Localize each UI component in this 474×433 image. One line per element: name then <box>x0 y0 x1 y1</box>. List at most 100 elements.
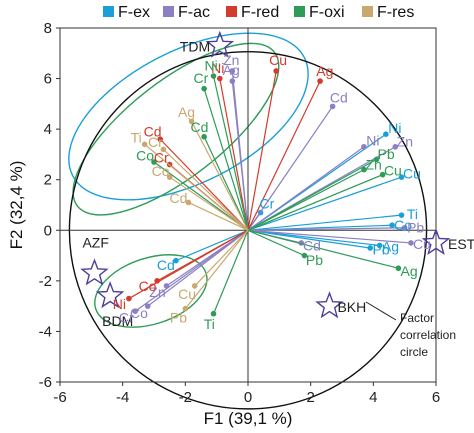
point-label-f-res-cu: Cu <box>178 286 196 302</box>
vector-f-ex-pb <box>247 229 371 249</box>
point-f-ac-ni <box>361 144 367 150</box>
vector-f-red-ni <box>219 78 249 231</box>
site-star-tdm <box>205 30 235 58</box>
point-f-oxi-zn <box>361 166 367 173</box>
point-label-f-res-ti: Ti <box>131 129 142 145</box>
point-f-oxi-cr <box>201 85 207 92</box>
point-label-f-ac-zn: Zn <box>223 52 239 68</box>
point-f-oxi-pb <box>301 252 308 259</box>
point-label-f-ac-cr: Cr <box>119 310 134 326</box>
point-label-f-red-ni: Ni <box>113 296 126 312</box>
vector-f-red-ag <box>247 80 321 231</box>
point-f-ac-zn <box>229 68 236 74</box>
vector-f-oxi-cu <box>247 174 383 231</box>
vector-f-ac-pb <box>247 227 405 231</box>
point-label-f-oxi-cd: Cd <box>191 119 209 135</box>
point-label-f-oxi-zn: Zn <box>366 156 382 172</box>
vector-f-res-cd <box>188 201 249 231</box>
vector-f-oxi-cd <box>203 136 249 231</box>
legend-swatch-f-ac <box>163 6 174 17</box>
point-f-oxi-cu <box>379 171 386 178</box>
site-label-est: EST <box>448 236 474 252</box>
legend-label-f-ex: F-ex <box>118 4 150 21</box>
point-f-res-cd <box>185 199 192 206</box>
point-label-f-res-cr: Cr <box>148 134 163 150</box>
point-label-f-ac-cu: Cu <box>413 236 431 252</box>
vector-f-ac-cd <box>247 106 334 231</box>
point-f-res-ag <box>188 118 195 125</box>
cluster-ellipse-green-top <box>72 42 280 216</box>
point-f-red-cd <box>157 136 164 143</box>
point-label-f-ex-pb: Pb <box>373 242 390 258</box>
point-label-f-ex-ni: Ni <box>388 120 401 136</box>
y-tick-label: -6 <box>39 374 52 391</box>
vector-f-res-ti <box>144 143 249 231</box>
point-f-oxi-co <box>151 159 157 165</box>
point-f-ac-pb <box>401 224 408 231</box>
point-f-oxi-ti <box>210 310 217 317</box>
point-f-ac-cd <box>329 103 336 110</box>
point-label-f-ac-cd: Cd <box>330 89 348 105</box>
point-f-ex-cu <box>398 174 405 180</box>
site-label-tdm: TDM <box>180 39 210 55</box>
point-label-f-red-cu: Cu <box>269 52 287 68</box>
point-label-f-oxi-pb: Pb <box>306 252 323 268</box>
point-f-ac-cr <box>132 308 138 315</box>
point-f-red-ni <box>126 295 132 302</box>
y-tick-label: 4 <box>44 121 52 138</box>
vector-f-res-pb <box>184 229 249 310</box>
legend-label-f-ac: F-ac <box>178 4 210 21</box>
vector-f-oxi-ni <box>212 75 249 231</box>
point-label-f-red-ni: Ni <box>211 60 224 76</box>
point-f-ex-ag <box>376 242 383 249</box>
point-label-f-oxi-cu: Cu <box>384 162 402 178</box>
y-tick-label: 8 <box>44 20 52 37</box>
point-f-ac-ag <box>229 78 236 84</box>
vector-f-res-cr <box>162 148 249 231</box>
point-label-f-oxi-co: Co <box>136 148 154 164</box>
point-label-f-oxi-ni: Ni <box>205 57 218 73</box>
point-f-ac-zn <box>163 283 170 289</box>
y-tick-label: 2 <box>44 172 52 189</box>
axes: -6 -4 -2 0 2 4 6 -6 -4 -2 0 2 4 6 8 <box>39 20 441 406</box>
point-label-f-ac-zn: Zn <box>149 284 165 300</box>
x-tick-label: 2 <box>306 389 314 406</box>
legend-swatch-f-res <box>362 6 373 17</box>
legend: F-ex F-ac F-red F-oxi F-res <box>103 4 414 21</box>
cluster-ellipse-blue <box>68 32 309 201</box>
y-axis-title: F2 (32,4 %) <box>7 161 26 250</box>
point-label-f-ex-co: Co <box>394 217 412 233</box>
y-tick-label: 0 <box>44 222 52 239</box>
point-f-oxi-ni <box>210 73 217 79</box>
point-label-f-ex-cd: Cd <box>157 257 175 273</box>
y-tick-label: -2 <box>39 273 52 290</box>
site-star-bdm <box>95 281 125 309</box>
site-star-azf <box>80 258 109 286</box>
x-tick-label: 4 <box>369 389 377 406</box>
x-tick-label: 6 <box>432 389 440 406</box>
annotation-line: Factor <box>400 311 434 325</box>
y-tick-label: -4 <box>39 323 52 340</box>
point-label-f-red-ag: Ag <box>316 63 333 79</box>
factor-circle-annotation: Factor correlation circle <box>365 301 456 359</box>
vector-f-ac-zn <box>166 229 249 287</box>
vector-f-ex-cu <box>247 176 402 231</box>
point-f-ex-cd <box>173 257 179 264</box>
x-tick-label: 0 <box>244 389 252 406</box>
site-markers: TDM EST BKH AZF BDM <box>80 30 474 329</box>
legend-swatch-f-oxi <box>294 6 305 17</box>
point-f-oxi-pb <box>373 156 380 163</box>
cluster-ellipse-green-bottom <box>94 254 208 328</box>
loading-vectors <box>126 68 414 317</box>
point-label-f-oxi-pb: Pb <box>378 146 395 162</box>
annotation-leader-line <box>365 301 397 321</box>
annotation-line: correlation <box>400 328 456 342</box>
vector-f-red-ni <box>128 229 249 300</box>
y-tick-label: 6 <box>44 71 52 88</box>
point-label-f-res-cd: Cd <box>170 190 188 206</box>
point-label-f-red-cd: Cd <box>144 123 162 139</box>
point-f-res-ti <box>141 141 148 148</box>
legend-label-f-red: F-red <box>241 4 279 21</box>
vector-f-red-cu <box>247 70 277 231</box>
